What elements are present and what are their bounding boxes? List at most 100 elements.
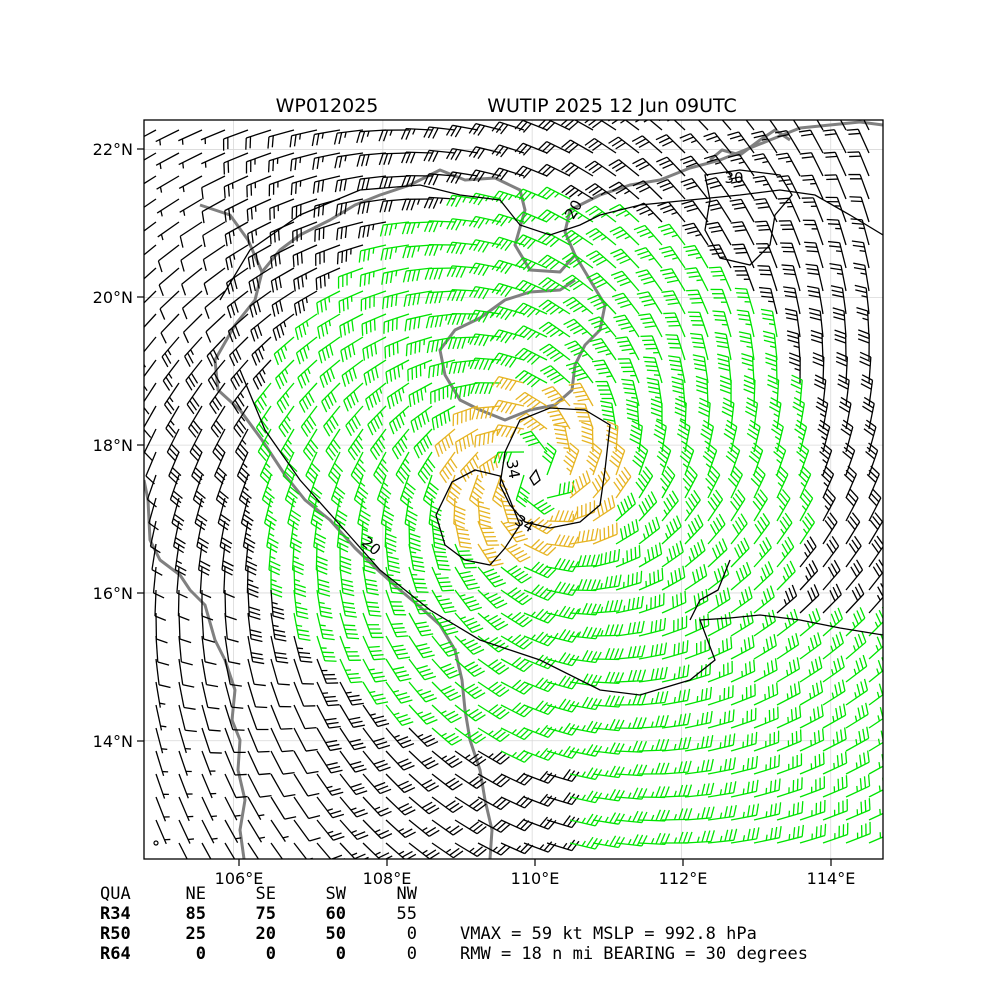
barb-feather <box>724 428 736 436</box>
wind-barb <box>339 543 352 575</box>
wind-barb <box>615 545 641 568</box>
wind-barb <box>336 221 364 241</box>
wind-barb <box>224 198 249 223</box>
barb-feather <box>589 275 601 282</box>
barb-feather <box>395 474 405 484</box>
barb-feather <box>391 591 404 595</box>
barb-feather <box>304 395 312 407</box>
wind-barb <box>822 583 842 614</box>
barb-half-feather <box>272 624 279 628</box>
barb-feather <box>428 523 440 530</box>
barb-staff <box>158 267 180 286</box>
barb-feather <box>303 347 308 359</box>
barb-feather <box>469 286 476 298</box>
barb-feather <box>568 121 579 130</box>
barb-feather <box>658 451 669 460</box>
barb-feather <box>754 496 764 507</box>
barb-feather <box>194 494 205 504</box>
barb-feather <box>691 571 697 584</box>
barb-half-feather <box>395 270 398 277</box>
barb-feather <box>829 512 838 523</box>
barb-feather <box>251 656 264 660</box>
barb-feather <box>354 466 364 477</box>
barb-feather <box>423 173 430 185</box>
barb-feather <box>784 295 797 298</box>
wind-barb <box>307 474 323 508</box>
barb-feather <box>584 120 590 124</box>
barb-feather <box>440 585 453 588</box>
barb-half-feather <box>366 130 370 137</box>
barb-feather <box>392 627 405 630</box>
barb-feather <box>518 616 529 625</box>
barb-feather <box>796 419 807 428</box>
wind-barb <box>586 272 617 292</box>
barb-feather <box>681 200 693 205</box>
barb-feather <box>549 329 561 338</box>
barb-feather <box>384 224 389 237</box>
barb-feather <box>729 473 739 484</box>
barb-feather <box>819 419 831 428</box>
barb-feather <box>805 566 813 578</box>
barb-half-feather <box>688 556 692 563</box>
barb-feather <box>470 382 476 394</box>
barb-half-feather <box>305 297 308 304</box>
barb-feather <box>592 188 603 197</box>
wind-barb <box>446 194 479 208</box>
barb-feather <box>604 576 609 589</box>
barb-staff <box>144 405 157 429</box>
barb-feather <box>294 583 306 589</box>
barb-feather <box>427 486 438 495</box>
wind-barb <box>223 152 249 175</box>
wind-barb <box>500 611 533 628</box>
barb-feather <box>818 424 829 432</box>
barb-feather <box>194 522 206 531</box>
barb-feather <box>272 610 285 616</box>
barb-feather <box>369 649 382 653</box>
barb-feather <box>567 560 575 572</box>
barb-feather <box>293 279 296 292</box>
wind-barb <box>523 538 557 556</box>
wind-barb <box>439 451 458 484</box>
barb-half-feather <box>139 259 141 265</box>
barb-feather <box>313 205 316 218</box>
wind-barb <box>314 221 341 242</box>
wind-barb <box>757 265 778 292</box>
barb-feather <box>581 626 589 638</box>
barb-feather <box>843 446 854 456</box>
barb-feather <box>350 446 359 457</box>
barb-feather <box>621 378 634 382</box>
barb-feather <box>613 274 626 280</box>
wind-barb <box>799 584 820 614</box>
barb-feather <box>409 532 421 538</box>
barb-feather <box>312 486 323 495</box>
wind-barb <box>684 489 701 522</box>
wind-barb <box>721 397 735 430</box>
barb-feather <box>712 493 721 504</box>
wind-barb <box>155 152 180 170</box>
barb-feather <box>658 542 663 555</box>
barb-feather <box>722 401 734 409</box>
barb-feather <box>417 473 426 484</box>
barb-half-feather <box>182 209 186 216</box>
barb-feather <box>586 554 592 567</box>
barb-half-feather <box>535 333 541 339</box>
barb-feather <box>397 470 407 481</box>
barb-feather <box>733 247 746 250</box>
barb-feather <box>662 163 674 169</box>
barb-feather <box>522 351 533 361</box>
barb-feather <box>237 396 245 407</box>
barb-feather <box>530 538 541 548</box>
barb-feather <box>803 543 812 555</box>
barb-feather <box>593 323 606 329</box>
wind-barb <box>244 543 258 576</box>
wind-barb <box>450 382 479 400</box>
barb-feather <box>281 371 288 383</box>
wind-barb <box>316 612 335 641</box>
barb-feather <box>615 187 627 195</box>
wind-barb <box>615 492 636 522</box>
barb-feather <box>406 222 412 235</box>
barb-feather <box>518 236 528 246</box>
barb-feather <box>539 365 551 372</box>
wind-barb <box>584 160 617 177</box>
